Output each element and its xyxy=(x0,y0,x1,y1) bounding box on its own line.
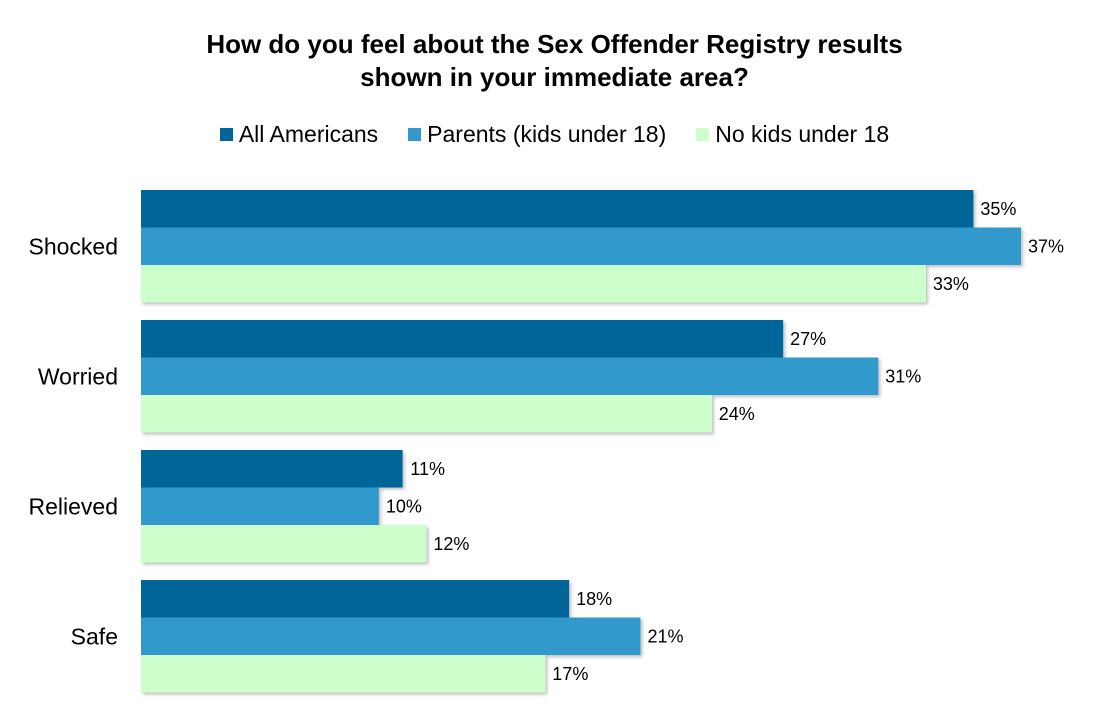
legend-item-no-kids: No kids under 18 xyxy=(696,121,889,148)
data-label-shocked-parents-kids-under-18: 37% xyxy=(1028,236,1064,256)
bar-group-safe: Safe 18% 21% 17% xyxy=(71,580,683,693)
data-label-relieved-parents-kids-under-18: 10% xyxy=(386,496,422,516)
bar-safe-parents-kids-under-18 xyxy=(141,617,641,655)
category-label-shocked: Shocked xyxy=(28,233,118,259)
data-label-safe-parents-kids-under-18: 21% xyxy=(647,626,683,646)
chart-title-line-2: shown in your immediate area? xyxy=(360,62,749,92)
chart-title-line-1: How do you feel about the Sex Offender R… xyxy=(206,29,903,59)
legend-swatch-no-kids xyxy=(696,128,710,141)
data-label-relieved-no-kids-under-18: 12% xyxy=(433,534,469,554)
chart-title: How do you feel about the Sex Offender R… xyxy=(0,28,1109,94)
bar-shocked-all-americans xyxy=(141,190,974,228)
data-label-safe-all-americans: 18% xyxy=(576,589,612,609)
legend-item-parents: Parents (kids under 18) xyxy=(408,121,666,148)
legend-swatch-all-americans xyxy=(219,128,233,141)
bar-worried-no-kids-under-18 xyxy=(141,395,712,433)
data-label-shocked-all-americans: 35% xyxy=(980,199,1016,219)
bar-shocked-no-kids-under-18 xyxy=(141,265,926,303)
legend-label-parents: Parents (kids under 18) xyxy=(427,121,667,147)
bar-safe-no-kids-under-18 xyxy=(141,655,546,693)
bar-relieved-no-kids-under-18 xyxy=(141,525,427,563)
legend-label-all-americans: All Americans xyxy=(238,121,379,147)
legend-item-all-americans: All Americans xyxy=(219,121,379,148)
bar-group-worried: Worried 27% 31% 24% xyxy=(38,320,921,433)
bar-relieved-all-americans xyxy=(141,450,403,488)
bar-safe-all-americans xyxy=(141,580,570,618)
category-label-safe: Safe xyxy=(71,623,118,649)
bar-shocked-parents-kids-under-18 xyxy=(141,227,1021,265)
data-label-safe-no-kids-under-18: 17% xyxy=(552,664,588,684)
data-label-worried-no-kids-under-18: 24% xyxy=(719,404,755,424)
legend-swatch-parents xyxy=(408,128,422,141)
data-label-relieved-all-americans: 11% xyxy=(410,459,445,479)
bar-worried-all-americans xyxy=(141,320,784,358)
bar-group-relieved: Relieved 11% 10% 12% xyxy=(29,450,469,563)
legend-label-no-kids: No kids under 18 xyxy=(715,121,890,147)
data-label-worried-all-americans: 27% xyxy=(790,329,826,349)
data-label-worried-parents-kids-under-18: 31% xyxy=(885,366,921,386)
bar-relieved-parents-kids-under-18 xyxy=(141,487,379,525)
legend: All Americans Parents (kids under 18) No… xyxy=(0,121,1109,148)
category-label-worried: Worried xyxy=(38,363,118,389)
bar-group-shocked: Shocked 35% 37% 33% xyxy=(28,190,1064,303)
category-label-relieved: Relieved xyxy=(29,493,119,519)
bar-worried-parents-kids-under-18 xyxy=(141,357,879,395)
data-label-shocked-no-kids-under-18: 33% xyxy=(933,274,969,294)
